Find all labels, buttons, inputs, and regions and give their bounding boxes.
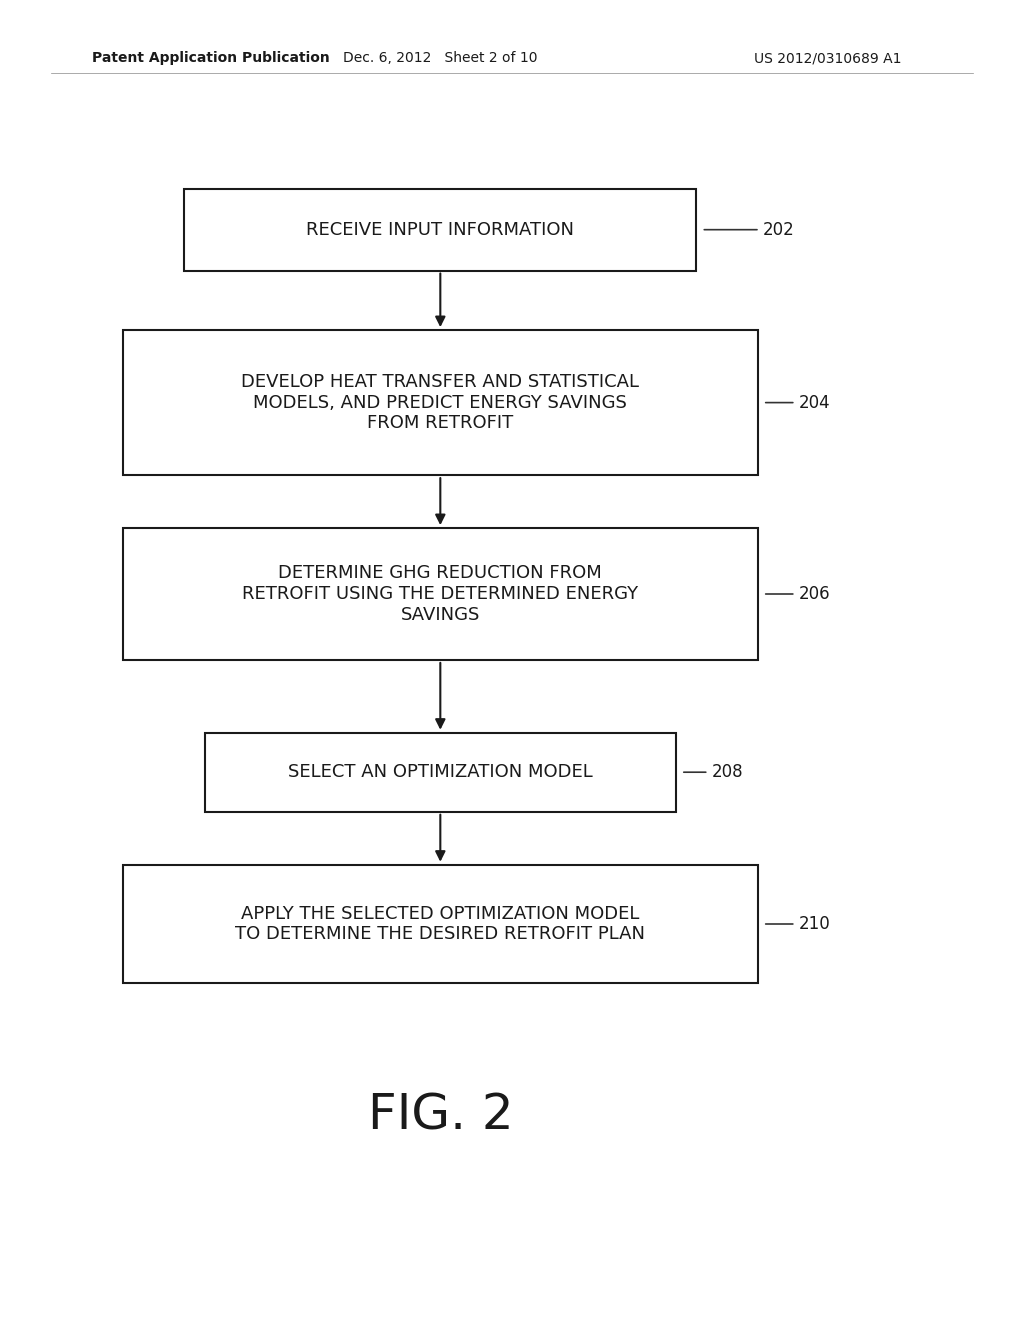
FancyBboxPatch shape <box>184 189 696 271</box>
Text: 206: 206 <box>799 585 830 603</box>
FancyBboxPatch shape <box>123 865 758 983</box>
Text: FIG. 2: FIG. 2 <box>368 1092 513 1139</box>
FancyBboxPatch shape <box>123 330 758 475</box>
Text: DEVELOP HEAT TRANSFER AND STATISTICAL
MODELS, AND PREDICT ENERGY SAVINGS
FROM RE: DEVELOP HEAT TRANSFER AND STATISTICAL MO… <box>242 372 639 433</box>
FancyBboxPatch shape <box>123 528 758 660</box>
FancyBboxPatch shape <box>205 733 676 812</box>
Text: 202: 202 <box>763 220 795 239</box>
Text: 210: 210 <box>799 915 830 933</box>
Text: 208: 208 <box>712 763 743 781</box>
Text: Patent Application Publication: Patent Application Publication <box>92 51 330 65</box>
Text: DETERMINE GHG REDUCTION FROM
RETROFIT USING THE DETERMINED ENERGY
SAVINGS: DETERMINE GHG REDUCTION FROM RETROFIT US… <box>243 564 638 624</box>
Text: 204: 204 <box>799 393 830 412</box>
Text: RECEIVE INPUT INFORMATION: RECEIVE INPUT INFORMATION <box>306 220 574 239</box>
Text: Dec. 6, 2012   Sheet 2 of 10: Dec. 6, 2012 Sheet 2 of 10 <box>343 51 538 65</box>
Text: US 2012/0310689 A1: US 2012/0310689 A1 <box>754 51 901 65</box>
Text: APPLY THE SELECTED OPTIMIZATION MODEL
TO DETERMINE THE DESIRED RETROFIT PLAN: APPLY THE SELECTED OPTIMIZATION MODEL TO… <box>236 904 645 944</box>
Text: SELECT AN OPTIMIZATION MODEL: SELECT AN OPTIMIZATION MODEL <box>288 763 593 781</box>
